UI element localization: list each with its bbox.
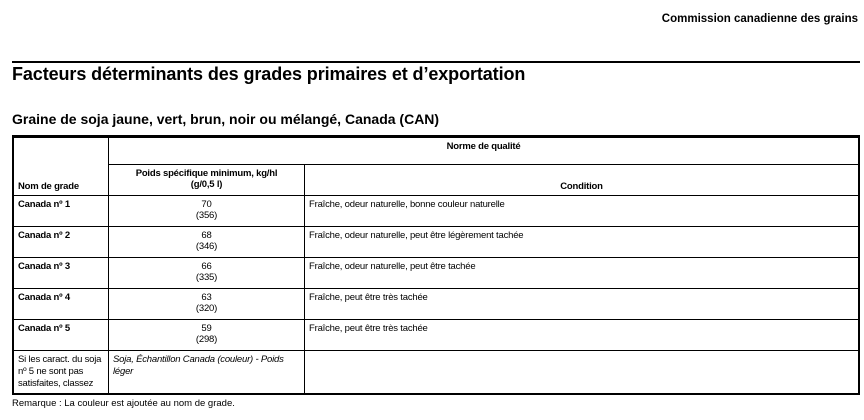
condition-cell: Fraîche, odeur naturelle, bonne couleur … (304, 195, 860, 227)
weight-g: (335) (195, 272, 218, 283)
weight-cell: 66 (335) (108, 257, 305, 289)
weight-g: (356) (195, 210, 218, 221)
grade-name: Canada nº 5 (12, 319, 109, 351)
weight-cell: 63 (320) (108, 288, 305, 320)
weight-kg: 68 (201, 230, 212, 241)
header-poids: Poids spécifique minimum, kg/hl (g/0,5 l) (108, 164, 305, 196)
weight-kg: 66 (201, 261, 212, 272)
weight-g: (320) (195, 303, 218, 314)
table-row: Canada nº 1 70 (356) Fraîche, odeur natur… (12, 195, 860, 227)
header-grade: Nom de grade (12, 136, 109, 196)
table-row: Canada nº 2 68 (346) Fraîche, odeur natur… (12, 226, 860, 258)
page-title: Facteurs déterminants des grades primair… (12, 64, 526, 84)
weight-cell: 59 (298) (108, 319, 305, 351)
fallback-empty (304, 350, 860, 395)
note: Remarque : La couleur est ajoutée au nom… (12, 398, 235, 409)
header-poids-line1: Poids spécifique minimum, kg/hl (135, 168, 278, 179)
condition-cell: Fraîche, odeur naturelle, peut être tach… (304, 257, 860, 289)
title-rule (12, 61, 860, 63)
grade-name: Canada nº 1 (12, 195, 109, 227)
table-title: Graine de soja jaune, vert, brun, noir o… (12, 111, 440, 127)
fallback-value: Soja, Échantillon Canada (couleur) - Poi… (108, 350, 305, 395)
condition-cell: Fraîche, peut être très tachée (304, 288, 860, 320)
header-norme: Norme de qualité (108, 136, 860, 165)
table-row: Canada nº 5 59 (298) Fraîche, peut être t… (12, 319, 860, 351)
organization-name: Commission canadienne des grains (661, 13, 858, 25)
grade-name: Canada nº 3 (12, 257, 109, 289)
grade-name: Canada nº 4 (12, 288, 109, 320)
weight-cell: 68 (346) (108, 226, 305, 258)
fallback-label: Si les caract. du soja nº 5 ne sont pas … (12, 350, 109, 395)
weight-kg: 63 (201, 292, 212, 303)
weight-kg: 59 (201, 323, 212, 334)
grade-table: Nom de grade Norme de qualité Poids spéc… (12, 135, 860, 395)
condition-cell: Fraîche, odeur naturelle, peut être légè… (304, 226, 860, 258)
weight-g: (346) (195, 241, 218, 252)
weight-g: (298) (195, 334, 218, 345)
table-row: Canada nº 3 66 (335) Fraîche, odeur natur… (12, 257, 860, 289)
table-row: Canada nº 4 63 (320) Fraîche, peut être t… (12, 288, 860, 320)
header-condition: Condition (304, 164, 860, 196)
grade-name: Canada nº 2 (12, 226, 109, 258)
fallback-row: Si les caract. du soja nº 5 ne sont pas … (12, 350, 860, 395)
weight-kg: 70 (201, 199, 212, 210)
weight-cell: 70 (356) (108, 195, 305, 227)
header-poids-line2: (g/0,5 l) (190, 179, 223, 190)
condition-cell: Fraîche, peut être très tachée (304, 319, 860, 351)
